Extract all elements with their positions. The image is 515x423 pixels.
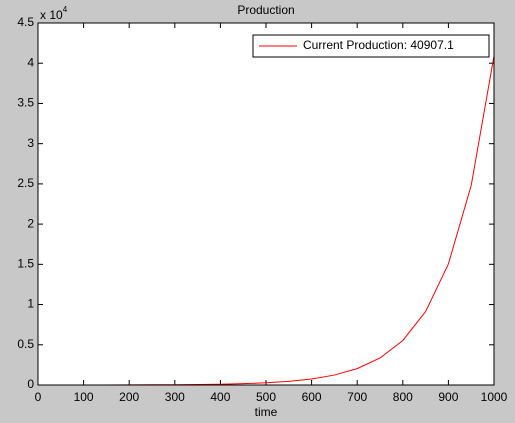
chart-title: Production (237, 3, 294, 17)
x-tick-label: 0 (35, 390, 42, 404)
x-tick-label: 500 (256, 390, 276, 404)
y-multiplier: x 104 (40, 5, 68, 22)
x-tick-label: 700 (347, 390, 367, 404)
axes-box (37, 22, 495, 386)
y-tick-label: 2.5 (17, 176, 34, 190)
y-tick-label: 3 (27, 136, 34, 150)
y-tick-label: 4 (27, 55, 34, 69)
y-tick-label: 0 (27, 377, 34, 391)
y-multiplier-exponent: 4 (63, 5, 68, 14)
y-tick-label: 1 (27, 297, 34, 311)
x-tick-label: 400 (210, 390, 230, 404)
x-tick-label: 200 (119, 390, 139, 404)
y-tick-label: 1.5 (17, 257, 34, 271)
x-tick-label: 100 (74, 390, 94, 404)
legend-label: Current Production: 40907.1 (303, 38, 454, 52)
x-tick-label: 600 (302, 390, 322, 404)
x-axis-label: time (255, 405, 278, 419)
y-multiplier-base: x 10 (40, 8, 63, 22)
y-tick-label: 0.5 (17, 337, 34, 351)
y-tick-label: 2 (27, 216, 34, 230)
x-tick-label: 300 (165, 390, 185, 404)
legend-box (252, 34, 490, 58)
x-tick-label: 1000 (481, 390, 508, 404)
y-tick-label: 4.5 (17, 15, 34, 29)
legend: Current Production: 40907.1 (252, 34, 490, 58)
axes-background (38, 23, 494, 385)
x-tick-label: 900 (438, 390, 458, 404)
x-tick-label: 800 (393, 390, 413, 404)
y-tick-label: 3.5 (17, 96, 34, 110)
